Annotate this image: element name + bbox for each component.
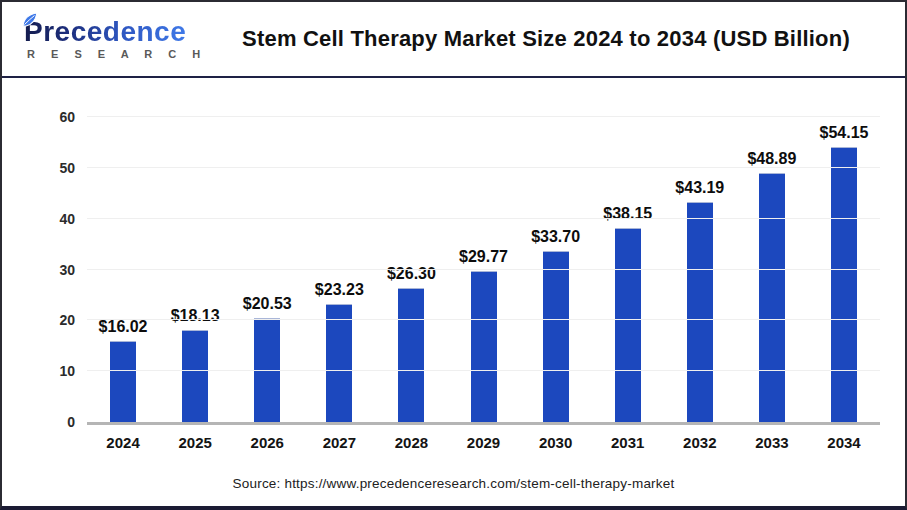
gridline bbox=[87, 319, 880, 320]
infographic-frame: Precedence R E S E A R C H Stem Cell The… bbox=[0, 0, 907, 510]
x-axis-label: 2028 bbox=[375, 434, 447, 451]
gridline bbox=[87, 269, 880, 270]
y-tick-label: 20 bbox=[35, 311, 75, 329]
x-axis-label: 2026 bbox=[231, 434, 303, 451]
footer: Source: https://www.precedenceresearch.c… bbox=[2, 474, 905, 492]
bar-column-2025: $18.13 bbox=[159, 117, 231, 422]
y-tick-label: 10 bbox=[35, 362, 75, 380]
bar-column-2034: $54.15 bbox=[808, 117, 880, 422]
bar-column-2027: $23.23 bbox=[303, 117, 375, 422]
bar-column-2024: $16.02 bbox=[87, 117, 159, 422]
y-tick-label: 30 bbox=[35, 261, 75, 279]
bar-column-2030: $33.70 bbox=[520, 117, 592, 422]
bar bbox=[759, 173, 785, 422]
bar-value-label: $23.23 bbox=[315, 281, 364, 299]
plot-area: $16.02 $18.13 $20.53 $23.23 $26.30 $29.77 $33.… bbox=[87, 117, 880, 425]
y-tick-label: 60 bbox=[35, 108, 75, 126]
bar bbox=[687, 202, 713, 422]
bar-value-label: $48.89 bbox=[747, 150, 796, 168]
bar bbox=[615, 228, 641, 422]
logo-sub-text: R E S E A R C H bbox=[24, 48, 215, 60]
x-axis-label: 2027 bbox=[303, 434, 375, 451]
bar bbox=[182, 330, 208, 422]
leaf-icon bbox=[21, 10, 43, 32]
gridline bbox=[87, 218, 880, 219]
page-title: Stem Cell Therapy Market Size 2024 to 20… bbox=[242, 26, 850, 51]
header-divider bbox=[2, 76, 905, 78]
precedence-research-logo: Precedence R E S E A R C H bbox=[20, 18, 215, 60]
header: Precedence R E S E A R C H Stem Cell The… bbox=[2, 2, 905, 76]
source-text: Source: https://www.precedenceresearch.c… bbox=[233, 476, 675, 491]
bar bbox=[543, 251, 569, 422]
title-wrap: Stem Cell Therapy Market Size 2024 to 20… bbox=[215, 26, 887, 52]
gridline bbox=[87, 370, 880, 371]
bar bbox=[831, 147, 857, 422]
x-axis-label: 2025 bbox=[159, 434, 231, 451]
gridline bbox=[87, 116, 880, 117]
x-axis-label: 2033 bbox=[736, 434, 808, 451]
bar-value-label: $20.53 bbox=[243, 295, 292, 313]
bar-column-2028: $26.30 bbox=[375, 117, 447, 422]
x-axis-label: 2024 bbox=[87, 434, 159, 451]
bar-column-2032: $43.19 bbox=[664, 117, 736, 422]
x-axis-label: 2032 bbox=[664, 434, 736, 451]
bar-column-2031: $38.15 bbox=[592, 117, 664, 422]
bar bbox=[110, 341, 136, 422]
bar-value-label: $54.15 bbox=[820, 124, 869, 142]
bars-row: $16.02 $18.13 $20.53 $23.23 $26.30 $29.77 $33.… bbox=[87, 117, 880, 422]
bar-column-2029: $29.77 bbox=[447, 117, 519, 422]
bar-column-2033: $48.89 bbox=[736, 117, 808, 422]
bar bbox=[398, 288, 424, 422]
bar-column-2026: $20.53 bbox=[231, 117, 303, 422]
y-tick-label: 50 bbox=[35, 159, 75, 177]
x-axis-label: 2034 bbox=[808, 434, 880, 451]
bar-value-label: $29.77 bbox=[459, 248, 508, 266]
bar-chart: $16.02 $18.13 $20.53 $23.23 $26.30 $29.77 $33.… bbox=[87, 117, 880, 451]
bar-value-label: $18.13 bbox=[171, 307, 220, 325]
bar bbox=[326, 304, 352, 422]
gridline bbox=[87, 167, 880, 168]
x-axis-label: 2031 bbox=[592, 434, 664, 451]
x-axis-label: 2029 bbox=[447, 434, 519, 451]
logo-brand-text: Precedence bbox=[24, 18, 186, 46]
bar bbox=[471, 271, 497, 422]
bar-value-label: $43.19 bbox=[675, 179, 724, 197]
x-axis-labels: 2024202520262027202820292030203120322033… bbox=[87, 434, 880, 451]
bar-value-label: $38.15 bbox=[603, 205, 652, 223]
bar-value-label: $33.70 bbox=[531, 228, 580, 246]
x-axis-label: 2030 bbox=[520, 434, 592, 451]
y-tick-label: 0 bbox=[35, 413, 75, 431]
y-tick-label: 40 bbox=[35, 210, 75, 228]
